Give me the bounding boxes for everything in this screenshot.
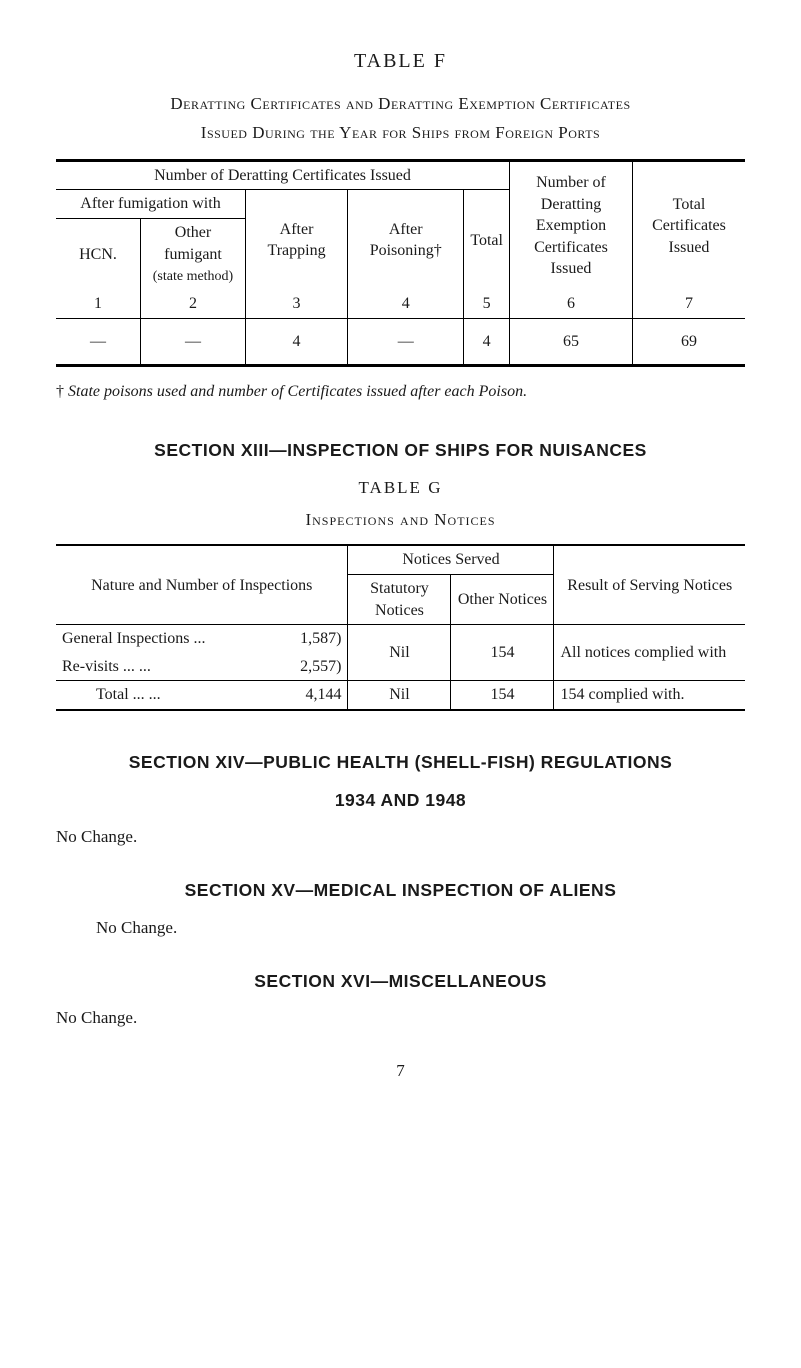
table-f-title-1: Deratting Certificates and Deratting Exe… [56, 93, 745, 116]
tf-head-otherfum-txt: Other fumigant [164, 224, 222, 263]
tf-head-hcn: HCN. [56, 219, 141, 291]
tg-row-other2: 154 [451, 681, 554, 710]
tg-row-nil1: Nil [348, 625, 451, 681]
tf-head-trapping: After Trapping [246, 190, 348, 290]
tf-val-6: 65 [510, 318, 633, 366]
section-14-body: No Change. [56, 826, 745, 849]
section-14-head: SECTION XIV—PUBLIC HEALTH (SHELL-FISH) R… [56, 751, 745, 775]
tg-row-total-label: Total ... ... [56, 681, 273, 710]
tf-head-otherfum: Other fumigant (state method) [141, 219, 246, 291]
tg-head-statutory: Statutory Notices [348, 575, 451, 625]
tf-col-5: 5 [464, 290, 510, 318]
tg-row-result2: 154 complied with. [554, 681, 745, 710]
tg-head-served: Notices Served [348, 545, 554, 574]
tg-row-other1: 154 [451, 625, 554, 681]
tf-val-5: 4 [464, 318, 510, 366]
table-f: Number of Deratting Certificates Issued … [56, 159, 745, 367]
table-g-label: TABLE G [56, 477, 745, 500]
page-number: 7 [56, 1060, 745, 1083]
tg-row-revisits-val: 2,557) [273, 653, 348, 681]
tg-row-revisits-label: Re-visits ... ... [56, 653, 273, 681]
tg-row-general-val: 1,587) [273, 625, 348, 653]
tf-head-total: Total [464, 190, 510, 290]
footnote-text: State poisons used and number of Certifi… [68, 383, 527, 400]
tf-head-afterfum: After fumigation with [56, 190, 246, 219]
tf-head-otherfum-note: (state method) [153, 269, 233, 284]
tf-val-2: — [141, 318, 246, 366]
tf-col-1: 1 [56, 290, 141, 318]
table-g-subtitle: Inspections and Notices [56, 509, 745, 532]
table-g: Nature and Number of Inspections Notices… [56, 544, 745, 711]
section-13-head: SECTION XIII—INSPECTION OF SHIPS FOR NUI… [56, 439, 745, 463]
tg-row-general-label: General Inspections ... [56, 625, 273, 653]
section-15-body: No Change. [56, 917, 745, 940]
tg-head-nature: Nature and Number of Inspections [56, 545, 348, 624]
tg-row-result1: All notices complied with [554, 625, 745, 681]
tf-head-exemption: Number of Deratting Exemption Certificat… [510, 160, 633, 290]
table-f-footnote: † State poisons used and number of Certi… [56, 381, 745, 403]
tf-head-group: Number of Deratting Certificates Issued [56, 160, 510, 190]
section-15-head: SECTION XV—MEDICAL INSPECTION OF ALIENS [56, 879, 745, 903]
tf-col-2: 2 [141, 290, 246, 318]
tf-col-6: 6 [510, 290, 633, 318]
table-f-title-2: Issued During the Year for Ships from Fo… [56, 122, 745, 145]
tf-col-3: 3 [246, 290, 348, 318]
tf-col-7: 7 [633, 290, 746, 318]
tf-val-1: — [56, 318, 141, 366]
section-14-sub: 1934 AND 1948 [56, 789, 745, 813]
tg-head-other: Other Notices [451, 575, 554, 625]
tf-val-7: 69 [633, 318, 746, 366]
tf-val-3: 4 [246, 318, 348, 366]
tg-row-nil2: Nil [348, 681, 451, 710]
section-16-head: SECTION XVI—MISCELLANEOUS [56, 970, 745, 994]
table-f-label: TABLE F [56, 48, 745, 75]
tg-row-total-val: 4,144 [273, 681, 348, 710]
footnote-dagger: † [56, 383, 64, 400]
tg-head-result: Result of Serving Notices [554, 545, 745, 624]
tf-head-poisoning: After Poisoning† [348, 190, 464, 290]
section-16-body: No Change. [56, 1007, 745, 1030]
tf-val-4: — [348, 318, 464, 366]
tf-col-4: 4 [348, 290, 464, 318]
tf-head-totalcerts: Total Certificates Issued [633, 160, 746, 290]
